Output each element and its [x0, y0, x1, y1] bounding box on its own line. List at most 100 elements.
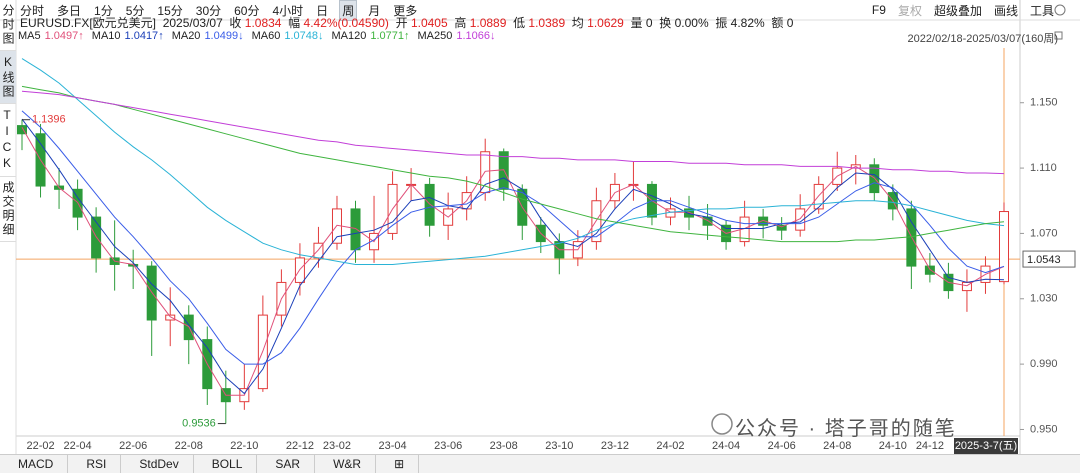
x-tick-label: 24-02 [656, 440, 684, 452]
x-tick-label: 2025-3-7(五) [955, 440, 1017, 452]
legend-trend: ↑ [404, 30, 410, 42]
quote-label: 高 [454, 16, 467, 30]
candle-body [924, 265, 935, 275]
x-tick-label: 23-12 [601, 440, 629, 452]
y-tick-label: 1.030 [1030, 293, 1058, 305]
legend-name: MA120 [331, 30, 367, 42]
legend-trend: ↓ [318, 30, 324, 42]
price-box [1022, 250, 1076, 268]
legend-trend: ↓ [490, 30, 496, 42]
quote-value: 4.42%(0.04590) [303, 16, 389, 30]
candle-body [146, 265, 157, 321]
y-tick-label: 0.990 [1030, 358, 1058, 370]
indicator-tab[interactable]: MACD [0, 455, 69, 473]
tool-button[interactable]: F9 [871, 3, 886, 17]
candle-body [424, 183, 435, 226]
period-tab[interactable]: 月 [368, 3, 381, 18]
x-tick-label: 24-08 [823, 440, 851, 452]
ma-line [21, 126, 1005, 396]
indicator-tab[interactable]: RSI [68, 455, 122, 473]
candle-body [165, 314, 176, 321]
period-tab[interactable]: 多日 [57, 3, 82, 18]
watermark-icon [711, 413, 733, 435]
tool-button[interactable]: 超级叠加 [933, 3, 982, 18]
tool-button[interactable]: 工具 [1029, 3, 1054, 18]
side-tab[interactable]: K线图 [0, 51, 16, 104]
quote-value: 1.0889 [469, 16, 507, 30]
legend-value: 1.1066 [456, 30, 491, 42]
indicator-tab[interactable]: W&R [315, 455, 377, 473]
legend-value: 1.0417 [124, 30, 159, 42]
period-tab[interactable]: 分时 [20, 3, 45, 18]
side-tab[interactable]: 成交明细 [0, 177, 16, 242]
candle-body [813, 183, 824, 210]
tool-bar: F9 复权 超级叠加 画线 工具 [872, 1, 1054, 19]
x-tick-label: 23-10 [545, 440, 573, 452]
date: 2025/03/07 [162, 16, 223, 30]
x-tick-label: 22-10 [230, 440, 258, 452]
candle-body [776, 224, 787, 231]
period-tab[interactable]: 4小时 [272, 3, 304, 18]
extreme-label: 0.9536 [182, 417, 216, 429]
quote-value: 1.0405 [410, 16, 448, 30]
period-tab[interactable]: 日 [316, 3, 329, 18]
indicator-tab[interactable]: ⊞ [376, 455, 420, 473]
x-tick-label: 23-02 [323, 440, 351, 452]
legend-trend: ↑ [78, 30, 84, 42]
ma-line [21, 90, 1005, 175]
quote-label: 量 [630, 16, 643, 30]
tool-button[interactable]: 复权 [897, 3, 922, 18]
x-tick-label: 24-12 [916, 440, 944, 452]
quote-label: 振 [715, 16, 728, 30]
period-tab[interactable]: 1分 [94, 3, 113, 18]
legend-value: 1.0748↓ [284, 30, 323, 42]
indicator-tab[interactable]: SAR [257, 455, 316, 473]
y-tick-label: 1.070 [1030, 227, 1058, 239]
symbol: EURUSD.FX[欧元兑美元] [20, 16, 157, 30]
period-tab[interactable]: 更多 [393, 3, 418, 18]
legend-trend: ↓ [238, 30, 244, 42]
quote-value: 4.82% [730, 16, 765, 30]
candle-body [684, 208, 695, 218]
period-tab[interactable]: 30分 [195, 3, 222, 18]
candle-body [999, 211, 1009, 283]
period-tab[interactable]: 周 [339, 0, 358, 21]
quote-label: 低 [513, 16, 526, 30]
x-tick-label: 22-08 [175, 440, 203, 452]
legend-name: MA5 [18, 30, 41, 42]
quote-value: 1.0389 [528, 16, 566, 30]
ma-line [21, 110, 1005, 365]
ma-line [21, 85, 1005, 243]
tool-button[interactable]: 画线 [993, 3, 1018, 18]
quote-value: 1.0629 [587, 16, 624, 30]
quote-label: 均 [571, 16, 584, 30]
x-tick-label: 24-10 [879, 440, 907, 452]
side-tab[interactable]: TICK [0, 104, 16, 177]
legend-value: 1.0499 [204, 30, 239, 42]
ma-legend: MA5 1.0497↑ MA10 1.0417↑ MA20 1.0499↓ MA60 1.07… [18, 30, 504, 42]
period-tab[interactable]: 15分 [157, 3, 183, 18]
candle-body [350, 208, 361, 251]
legend-value: 1.1066↓ [456, 30, 495, 42]
legend-name: MA250 [417, 30, 453, 42]
quote-value: 1.0834 [244, 16, 282, 30]
x-tick-label: 24-04 [712, 440, 740, 452]
period-tab[interactable]: 5分 [125, 3, 145, 18]
side-tab[interactable]: 分时图 [0, 0, 16, 51]
icon [1054, 4, 1066, 16]
quote-row: EURUSD.FX[欧元兑美元] 2025/03/07 收 1.0834 幅 4… [20, 14, 793, 31]
x-tick-label: 23-08 [490, 440, 518, 452]
legend-trend: ↑ [158, 30, 164, 42]
indicator-tab[interactable]: BOLL [194, 455, 258, 473]
icon [1054, 31, 1063, 40]
range: 2022/02/18-2025/03/07(160周) [907, 33, 1058, 45]
indicator-tab[interactable]: StdDev [121, 455, 194, 473]
x-tick-label: 22-04 [64, 440, 92, 452]
x-tick-label: 22-06 [119, 440, 147, 452]
price-label: 1.0543 [1027, 254, 1061, 266]
x-tick-label: 22-02 [26, 440, 54, 452]
x-tick-label: 24-06 [768, 440, 796, 452]
side-tabs: 分时图 K线图 TICK 成交明细 [0, 0, 16, 242]
period-tab[interactable]: 60分 [234, 3, 260, 18]
